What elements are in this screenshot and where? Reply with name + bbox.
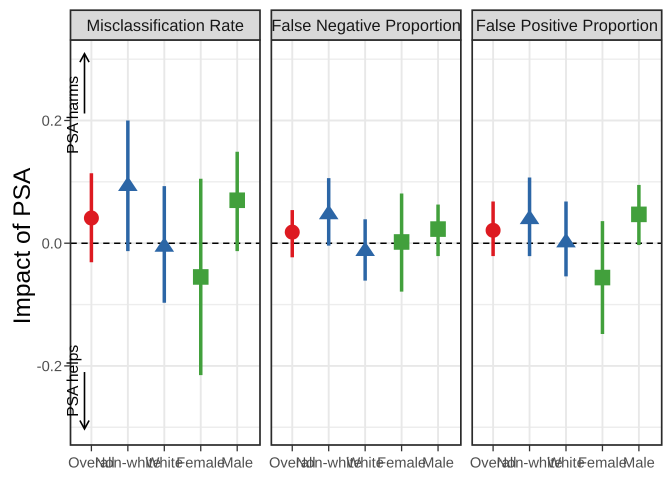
x-axis-label: Male	[221, 455, 253, 471]
point-square	[430, 221, 446, 237]
x-axis-label: Non-white	[95, 455, 161, 471]
point-square	[631, 206, 647, 223]
facet-strip-label: False Positive Proportion	[476, 17, 658, 35]
y-axis-label: 0.0	[42, 236, 62, 252]
point-triangle	[355, 241, 375, 257]
x-axis-label: Male	[422, 455, 454, 471]
x-axis-label: White	[146, 455, 184, 471]
psa-helps-annotation: PSA helps	[65, 345, 82, 417]
x-axis-label: Female	[377, 455, 426, 471]
x-axis-label: Overall	[470, 455, 517, 471]
facet-strip	[471, 9, 663, 41]
x-axis-label: Non-white	[496, 455, 562, 471]
point-triangle	[154, 237, 175, 252]
x-axis-label: Male	[623, 455, 655, 471]
facet-strip	[69, 9, 261, 41]
point-square	[229, 192, 245, 209]
psa-harms-annotation: PSA harms	[65, 76, 82, 154]
point-square	[192, 269, 209, 285]
point-circle	[83, 210, 99, 226]
x-axis-label: White	[346, 455, 384, 471]
y-axis-title: Impact of PSA	[9, 167, 36, 325]
x-axis-label: Female	[578, 455, 627, 471]
y-axis-label: -0.2	[37, 359, 62, 375]
point-square	[594, 269, 611, 286]
point-circle	[485, 222, 501, 238]
point-square	[393, 234, 410, 250]
x-axis-label: Overall	[269, 455, 316, 471]
facet-strip-label: Misclassification Rate	[86, 17, 244, 35]
facet-strip	[270, 9, 462, 41]
point-triangle	[118, 176, 138, 191]
x-axis-label: Female	[176, 455, 225, 471]
x-axis-label: Non-white	[296, 455, 362, 471]
point-circle	[284, 224, 300, 240]
point-triangle	[556, 232, 576, 248]
point-triangle	[519, 209, 540, 225]
x-axis-label: Overall	[68, 455, 115, 471]
y-axis-label: 0.2	[42, 114, 62, 130]
x-axis-label: White	[547, 455, 585, 471]
psa-helps-arrow-head	[79, 420, 90, 431]
psa-harms-arrow-head	[79, 51, 90, 63]
point-triangle	[318, 204, 339, 220]
facet-strip-label: False Negative Proportion	[271, 17, 461, 35]
